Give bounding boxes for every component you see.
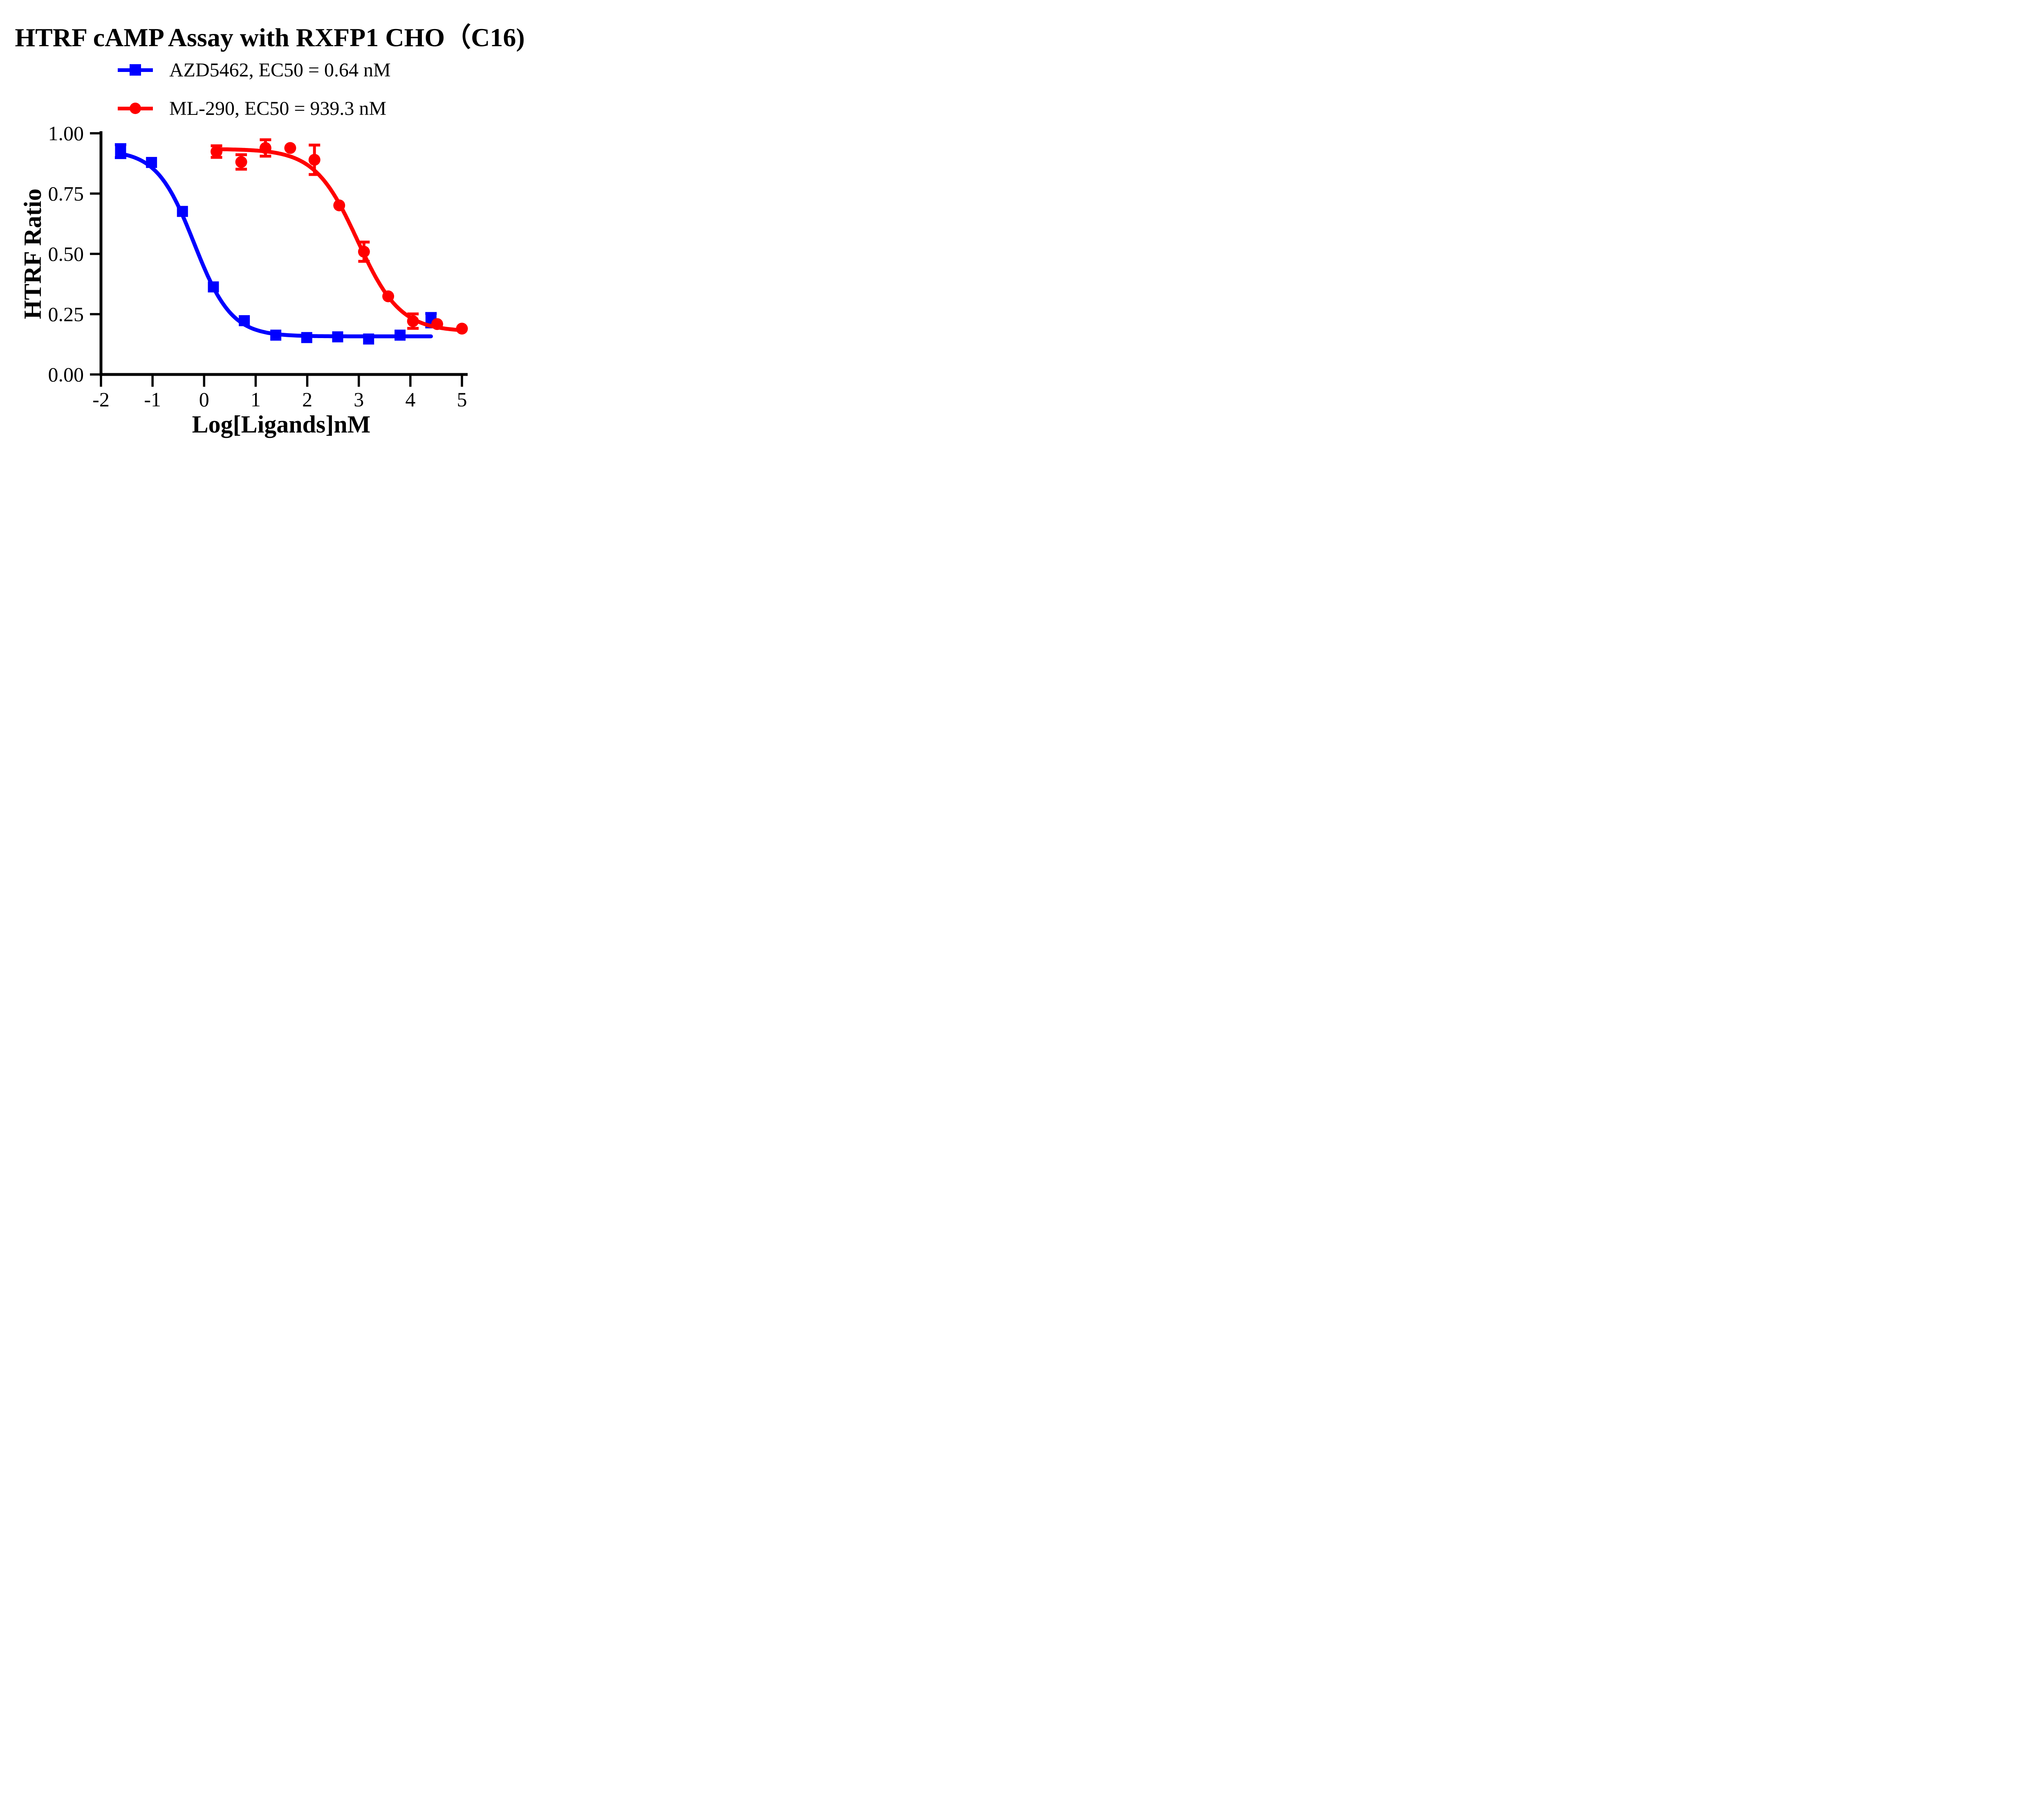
data-point-circle [235, 156, 247, 168]
series-azd5462 [114, 143, 437, 345]
data-point-circle [284, 142, 296, 154]
data-point-square [177, 206, 188, 217]
x-tick-label: 5 [457, 388, 467, 411]
legend-label-azd5462: AZD5462, EC50 = 0.64 nM [169, 59, 391, 81]
data-point-circle [382, 290, 394, 303]
legend-circle-glyph [130, 103, 141, 114]
legend-item-azd5462: AZD5462, EC50 = 0.64 nM [118, 51, 391, 89]
x-tick-label: -2 [92, 388, 110, 411]
data-point-circle [431, 318, 443, 330]
x-axis-title: Log[Ligands]nM [192, 411, 371, 438]
data-point-square [146, 157, 157, 168]
data-point-circle [308, 154, 320, 166]
x-tick-label: -1 [144, 388, 161, 411]
y-tick-label: 1.00 [48, 122, 84, 145]
y-tick-label: 0.00 [48, 363, 84, 386]
data-point-circle [358, 246, 370, 258]
series-ml290 [211, 138, 468, 335]
x-tick-label: 1 [251, 388, 261, 411]
data-point-square [208, 281, 219, 293]
data-point-circle [259, 142, 271, 154]
data-point-square [270, 329, 282, 341]
data-point-circle [211, 146, 223, 158]
y-tick-label: 0.50 [48, 242, 84, 265]
x-tick-label: 4 [405, 388, 415, 411]
x-tick-label: 0 [199, 388, 209, 411]
x-tick-label: 3 [354, 388, 364, 411]
legend: AZD5462, EC50 = 0.64 nM ML-290, EC50 = 9… [118, 51, 391, 128]
x-tick-label: 2 [302, 388, 312, 411]
chart-title: HTRF cAMP Assay with RXFP1 CHO（C16) [15, 23, 525, 52]
y-tick-label: 0.75 [48, 182, 84, 205]
data-point-square [301, 332, 312, 343]
legend-square-glyph [130, 64, 141, 76]
legend-square-marker-icon [118, 63, 153, 76]
data-point-square [394, 329, 406, 341]
plot-area: -2 -1 0 1 2 3 4 5 0.00 0.25 0.50 0.75 1.00 [48, 122, 468, 411]
data-point-circle [407, 315, 419, 327]
data-point-circle [333, 199, 345, 211]
figure-canvas: HTRF cAMP Assay with RXFP1 CHO（C16) AZD5… [0, 0, 540, 453]
data-point-square [115, 146, 126, 157]
fit-curve [214, 147, 464, 332]
legend-item-ml290: ML-290, EC50 = 939.3 nM [118, 89, 391, 128]
legend-circle-marker-icon [118, 102, 153, 115]
fit-curve [119, 152, 433, 338]
data-point-square [239, 315, 250, 326]
y-tick-label: 0.25 [48, 303, 84, 326]
legend-label-ml290: ML-290, EC50 = 939.3 nM [169, 97, 387, 119]
data-point-square [363, 333, 374, 345]
data-point-square [332, 331, 343, 343]
data-point-circle [456, 323, 468, 335]
